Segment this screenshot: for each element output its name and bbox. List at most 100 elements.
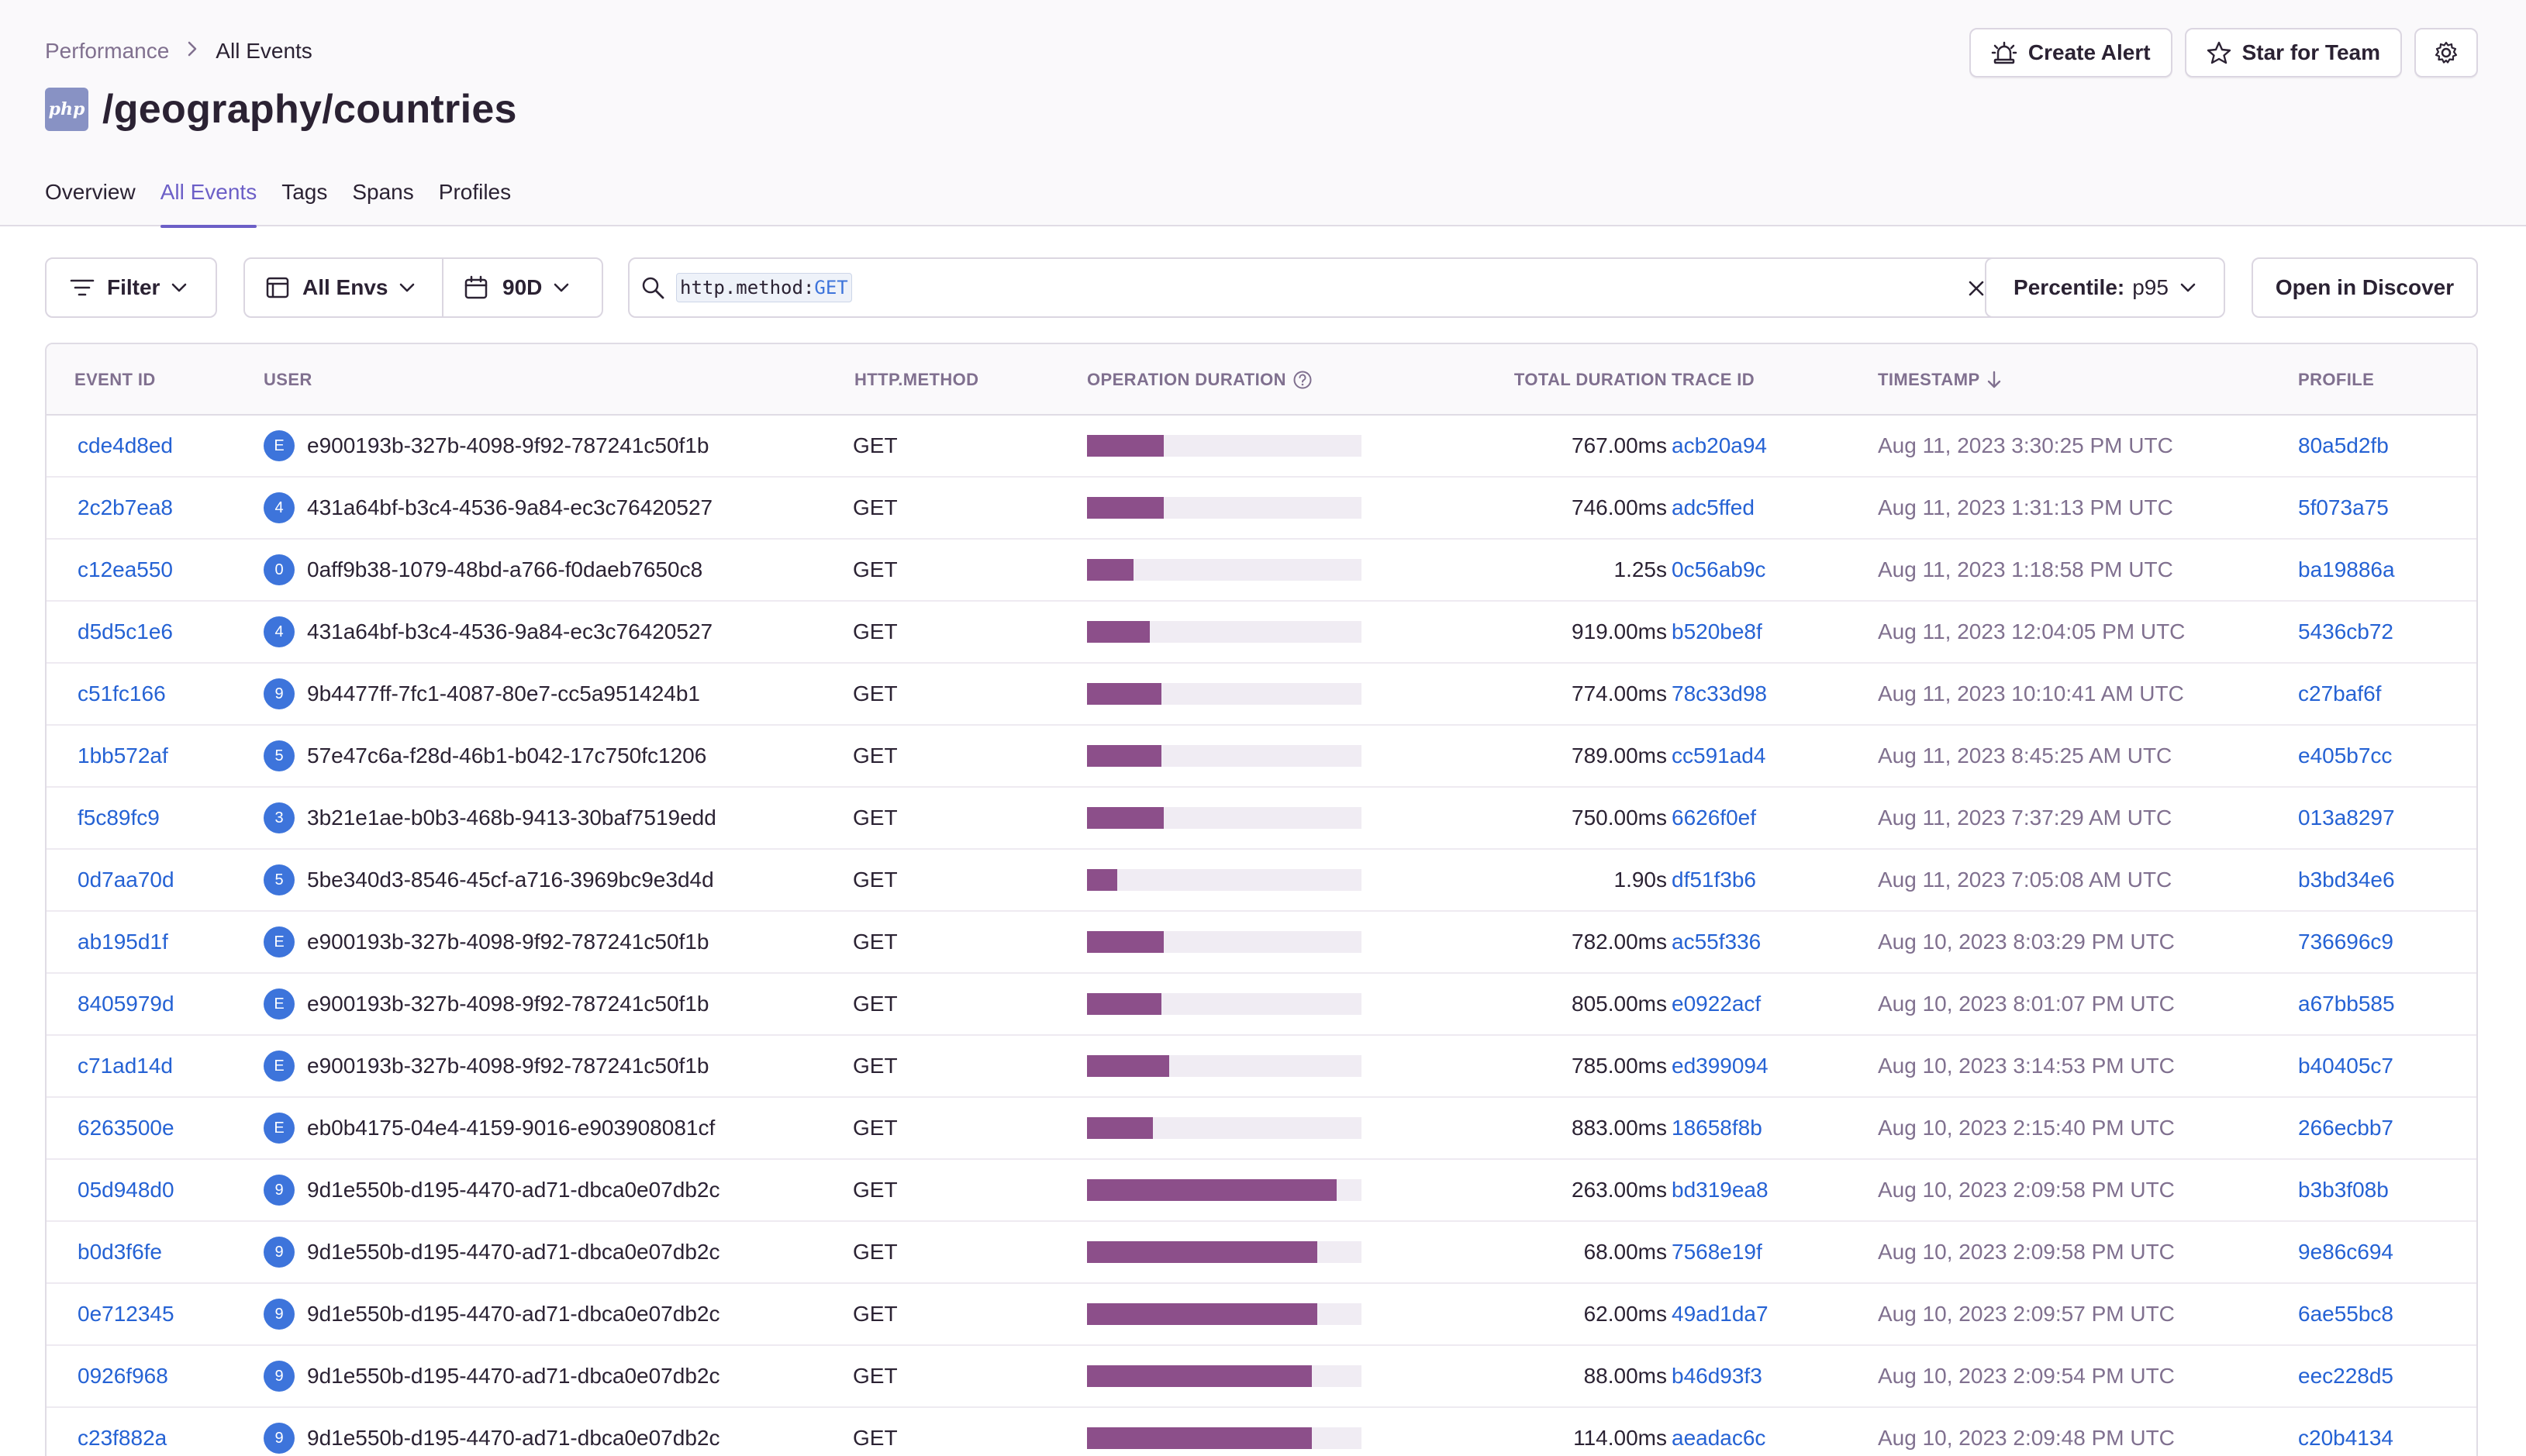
event-id-link[interactable]: 1bb572af [78, 744, 168, 768]
event-id-link[interactable]: c12ea550 [78, 557, 174, 581]
event-id-link[interactable]: 0e712345 [78, 1302, 174, 1326]
profile-link[interactable]: ba19886a [2298, 557, 2395, 581]
trace-id-link[interactable]: ac55f336 [1672, 930, 1762, 954]
trace-id-link[interactable]: cc591ad4 [1672, 744, 1766, 768]
event-id-link[interactable]: d5d5c1e6 [78, 619, 174, 643]
trace-id-link[interactable]: 78c33d98 [1672, 681, 1768, 706]
settings-button[interactable] [2414, 28, 2478, 78]
breadcrumb-performance-link[interactable]: Performance [45, 39, 170, 63]
profile-link[interactable]: b3b3f08b [2298, 1178, 2389, 1202]
event-id-link[interactable]: 0d7aa70d [78, 868, 174, 892]
tab-spans[interactable]: Spans [352, 180, 414, 204]
http-method: GET [853, 1116, 898, 1140]
profile-link[interactable]: 80a5d2fb [2298, 433, 2389, 457]
profile-link[interactable]: b3bd34e6 [2298, 868, 2395, 892]
trace-id-link[interactable]: 6626f0ef [1672, 806, 1756, 830]
profile-link[interactable]: 9e86c694 [2298, 1240, 2394, 1264]
profile-link[interactable]: 5436cb72 [2298, 619, 2394, 643]
trace-id-link[interactable]: 18658f8b [1672, 1116, 1762, 1140]
col-event-id[interactable]: EVENT ID [74, 370, 156, 389]
event-id-link[interactable]: 6263500e [78, 1116, 174, 1140]
operation-duration-cell[interactable] [1087, 1346, 1361, 1406]
trace-id-link[interactable]: e0922acf [1672, 992, 1762, 1016]
tab-profiles[interactable]: Profiles [438, 180, 512, 204]
event-id-link[interactable]: c51fc166 [78, 681, 166, 706]
profile-link[interactable]: 6ae55bc8 [2298, 1302, 2394, 1326]
date-range-selector[interactable]: 90D [442, 259, 602, 316]
col-profile[interactable]: PROFILE [2298, 370, 2375, 389]
operation-duration-cell[interactable] [1087, 1222, 1361, 1282]
operation-duration-cell[interactable] [1087, 1098, 1361, 1158]
event-id-link[interactable]: 8405979d [78, 992, 174, 1016]
tab-all-events[interactable]: All Events [160, 177, 257, 228]
trace-id-link[interactable]: ed399094 [1672, 1054, 1769, 1078]
profile-link[interactable]: 5f073a75 [2298, 495, 2389, 519]
question-icon[interactable] [1292, 370, 1313, 390]
trace-id-link[interactable]: aeadac6c [1672, 1426, 1766, 1450]
operation-duration-bar [1087, 1241, 1317, 1263]
col-trace-id[interactable]: TRACE ID [1672, 370, 1755, 389]
operation-duration-cell[interactable] [1087, 1284, 1361, 1344]
event-id-link[interactable]: ab195d1f [78, 930, 168, 954]
trace-id-link[interactable]: b520be8f [1672, 619, 1762, 643]
filter-dropdown[interactable]: Filter [45, 257, 217, 318]
operation-duration-bar [1087, 1117, 1153, 1139]
close-icon[interactable] [1965, 277, 1988, 300]
profile-link[interactable]: c27baf6f [2298, 681, 2382, 706]
operation-duration-bar [1087, 559, 1134, 581]
profile-link[interactable]: a67bb585 [2298, 992, 2395, 1016]
percentile-dropdown[interactable]: Percentile: p95 [1985, 257, 2225, 318]
operation-duration-cell[interactable] [1087, 540, 1361, 600]
operation-duration-cell[interactable] [1087, 1160, 1361, 1220]
operation-duration-cell[interactable] [1087, 416, 1361, 476]
operation-duration-cell[interactable] [1087, 912, 1361, 972]
tab-overview[interactable]: Overview [45, 180, 136, 204]
operation-duration-cell[interactable] [1087, 974, 1361, 1034]
search-icon [642, 277, 664, 299]
operation-duration-cell[interactable] [1087, 664, 1361, 724]
profile-link[interactable]: c20b4134 [2298, 1426, 2394, 1450]
trace-id-link[interactable]: bd319ea8 [1672, 1178, 1769, 1202]
trace-id-link[interactable]: adc5ffed [1672, 495, 1755, 519]
event-id-link[interactable]: 0926f968 [78, 1364, 168, 1388]
environment-selector[interactable]: All Envs [245, 259, 442, 316]
event-id-link[interactable]: 05d948d0 [78, 1178, 174, 1202]
tab-tags[interactable]: Tags [281, 180, 328, 204]
event-id-link[interactable]: b0d3f6fe [78, 1240, 162, 1264]
filter-label: Filter [107, 275, 160, 299]
col-user[interactable]: USER [264, 370, 312, 389]
event-id-link[interactable]: 2c2b7ea8 [78, 495, 174, 519]
open-in-discover-button[interactable]: Open in Discover [2252, 257, 2478, 318]
operation-duration-cell[interactable] [1087, 602, 1361, 662]
profile-link[interactable]: 736696c9 [2298, 930, 2394, 954]
operation-duration-cell[interactable] [1087, 850, 1361, 910]
profile-link[interactable]: e405b7cc [2298, 744, 2393, 768]
profile-link[interactable]: 266ecbb7 [2298, 1116, 2394, 1140]
trace-id-link[interactable]: 49ad1da7 [1672, 1302, 1769, 1326]
col-timestamp[interactable]: TIMESTAMP [1878, 344, 2002, 416]
trace-id-link[interactable]: b46d93f3 [1672, 1364, 1762, 1388]
event-id-link[interactable]: cde4d8ed [78, 433, 174, 457]
trace-id-link[interactable]: acb20a94 [1672, 433, 1768, 457]
trace-id-link[interactable]: 7568e19f [1672, 1240, 1762, 1264]
operation-duration-cell[interactable] [1087, 726, 1361, 786]
profile-link[interactable]: eec228d5 [2298, 1364, 2394, 1388]
event-id-link[interactable]: f5c89fc9 [78, 806, 160, 830]
col-total-duration[interactable]: TOTAL DURATION [1513, 370, 1667, 389]
col-operation-duration[interactable]: OPERATION DURATION [1087, 344, 1313, 416]
col-http-method[interactable]: HTTP.METHOD [854, 370, 979, 389]
trace-id-link[interactable]: df51f3b6 [1672, 868, 1756, 892]
search-token[interactable]: http.method:GET [676, 273, 852, 302]
star-for-team-button[interactable]: Star for Team [2184, 28, 2402, 78]
profile-link[interactable]: b40405c7 [2298, 1054, 2394, 1078]
operation-duration-cell[interactable] [1087, 788, 1361, 848]
create-alert-button[interactable]: Create Alert [1969, 28, 2172, 78]
operation-duration-cell[interactable] [1087, 478, 1361, 538]
operation-duration-cell[interactable] [1087, 1408, 1361, 1456]
operation-duration-cell[interactable] [1087, 1036, 1361, 1096]
search-input[interactable]: http.method:GET [628, 257, 2007, 318]
event-id-link[interactable]: c23f882a [78, 1426, 167, 1450]
event-id-link[interactable]: c71ad14d [78, 1054, 174, 1078]
trace-id-link[interactable]: 0c56ab9c [1672, 557, 1766, 581]
profile-link[interactable]: 013a8297 [2298, 806, 2395, 830]
